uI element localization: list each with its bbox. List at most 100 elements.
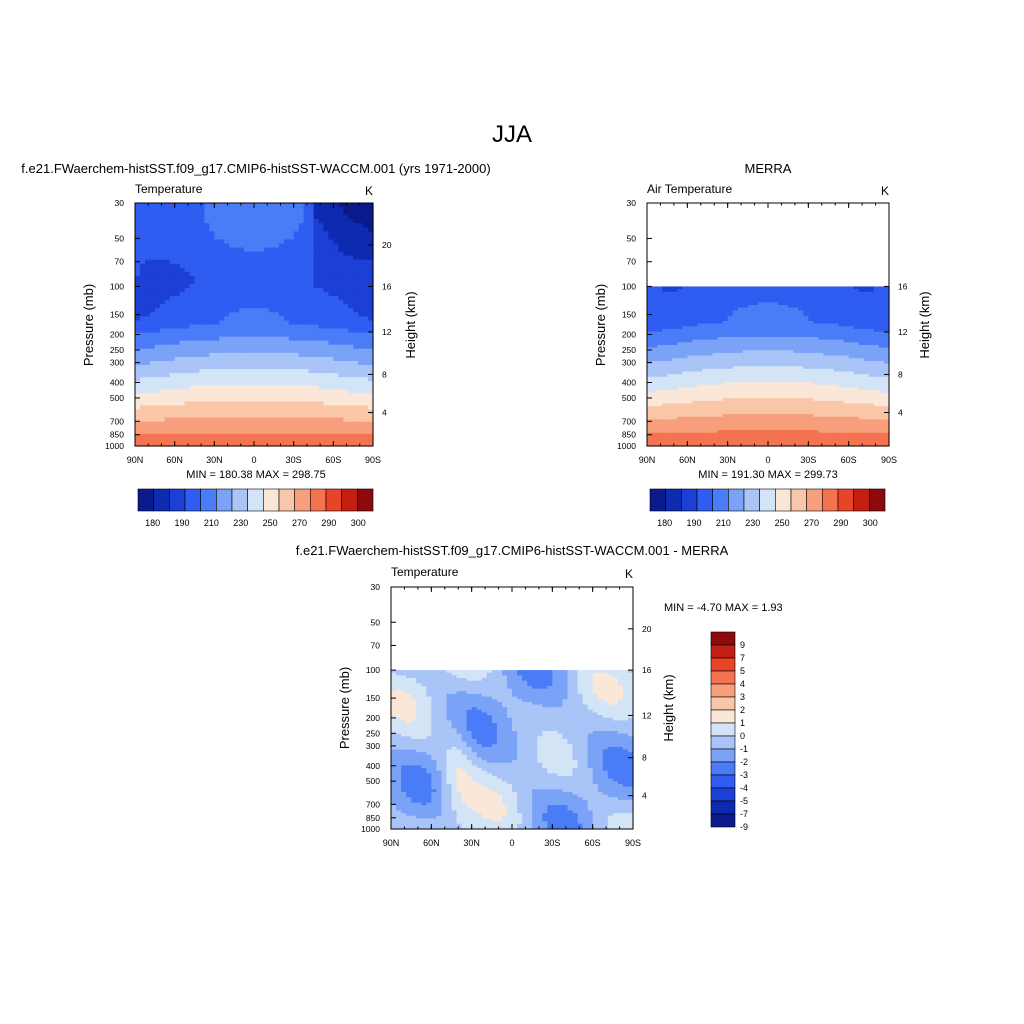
heatmap-cell xyxy=(293,300,300,305)
heatmap-cell xyxy=(139,300,146,305)
heatmap-cell xyxy=(702,371,709,375)
heatmap-cell xyxy=(323,389,329,394)
heatmap-cell xyxy=(808,291,814,296)
heatmap-cell xyxy=(283,227,290,232)
heatmap-cell xyxy=(179,247,186,253)
heatmap-cell xyxy=(234,300,240,305)
heatmap-cell xyxy=(144,235,151,241)
heatmap-cell xyxy=(848,371,855,375)
heatmap-cell xyxy=(209,421,215,427)
heatmap-cell xyxy=(214,203,220,208)
heatmap-cell xyxy=(853,294,860,298)
heatmap-cell xyxy=(863,390,870,394)
heatmap-cell xyxy=(358,316,364,322)
heatmap-cell xyxy=(273,369,280,374)
panel-title: f.e21.FWaerchem-histSST.f09_g17.CMIP6-hi… xyxy=(21,161,490,176)
heatmap-cell xyxy=(219,288,225,293)
heatmap-cell xyxy=(677,307,683,311)
heatmap-cell xyxy=(828,392,835,397)
heatmap-cell xyxy=(144,429,151,435)
heatmap-cell xyxy=(234,207,240,212)
heatmap-cell xyxy=(838,313,845,317)
heatmap-cell xyxy=(249,308,255,313)
heatmap-cell xyxy=(159,243,166,249)
heatmap-cell xyxy=(249,211,255,216)
heatmap-cell xyxy=(692,289,699,293)
heatmap-cell xyxy=(313,348,320,354)
heatmap-cell xyxy=(732,371,739,375)
heatmap-cell xyxy=(702,355,709,359)
heatmap-cell xyxy=(169,344,176,350)
heatmap-cell xyxy=(323,385,329,390)
heatmap-cell xyxy=(268,397,275,403)
heatmap-cell xyxy=(828,360,835,365)
heatmap-cell xyxy=(169,352,176,358)
heatmap-cell xyxy=(219,284,225,289)
heatmap-cell xyxy=(843,336,850,341)
heatmap-cell xyxy=(313,243,320,249)
heatmap-cell xyxy=(169,340,176,346)
heatmap-cell xyxy=(194,219,201,224)
heatmap-cell xyxy=(778,305,784,309)
heatmap-cell xyxy=(139,381,146,386)
heatmap-cell xyxy=(214,279,220,285)
heatmap-cell xyxy=(697,344,704,349)
heatmap-cell xyxy=(323,425,329,431)
heatmap-cell xyxy=(722,315,729,319)
heatmap-cell xyxy=(199,263,206,269)
heatmap-cell xyxy=(313,352,320,358)
heatmap-cell xyxy=(199,409,206,415)
heatmap-cell xyxy=(219,320,225,326)
heatmap-cell xyxy=(873,286,880,290)
heatmap-cell xyxy=(219,413,225,419)
heatmap-cell xyxy=(184,393,191,398)
heatmap-cell xyxy=(254,308,260,313)
heatmap-cell xyxy=(853,390,860,394)
heatmap-cell xyxy=(159,377,166,382)
heatmap-cell xyxy=(333,332,339,338)
heatmap-cell xyxy=(348,207,354,212)
heatmap-cell xyxy=(169,441,176,447)
heatmap-cell xyxy=(883,358,890,362)
heatmap-cell xyxy=(863,352,870,357)
heatmap-cell xyxy=(189,239,196,245)
heatmap-cell xyxy=(244,360,250,366)
heatmap-cell xyxy=(873,382,880,386)
heatmap-cell xyxy=(303,259,310,265)
heatmap-cell xyxy=(328,409,334,415)
heatmap-cell xyxy=(353,433,359,439)
heatmap-cell xyxy=(273,215,280,220)
heatmap-cell xyxy=(762,350,769,354)
heatmap-cell xyxy=(762,328,769,333)
heatmap-cell xyxy=(697,350,704,354)
heatmap-cell xyxy=(278,369,285,374)
heatmap-cell xyxy=(682,384,688,389)
heatmap-cell xyxy=(848,382,855,386)
heatmap-cell xyxy=(283,437,290,443)
heatmap-cell xyxy=(214,219,220,224)
heatmap-cell xyxy=(833,289,840,293)
heatmap-cell xyxy=(353,413,359,419)
heatmap-cell xyxy=(823,384,830,389)
heatmap-cell xyxy=(229,231,235,236)
heatmap-cell xyxy=(363,304,369,309)
heatmap-cell xyxy=(682,360,688,365)
heatmap-cell xyxy=(707,371,714,375)
heatmap-cell xyxy=(343,243,349,249)
heatmap-cell xyxy=(154,437,161,443)
heatmap-cell xyxy=(303,271,310,277)
heatmap-cell xyxy=(343,365,349,370)
heatmap-cell xyxy=(303,207,310,212)
heatmap-cell xyxy=(184,243,191,249)
heatmap-cell xyxy=(682,339,688,343)
heatmap-cell xyxy=(333,433,339,439)
heatmap-cell xyxy=(732,328,739,333)
heatmap-cell xyxy=(808,352,814,357)
heatmap-cell xyxy=(702,305,709,309)
heatmap-cell xyxy=(808,368,814,373)
heatmap-cell xyxy=(712,344,719,349)
heatmap-cell xyxy=(303,284,310,289)
heatmap-cell xyxy=(174,417,181,423)
heatmap-cell xyxy=(712,360,719,365)
heatmap-cell xyxy=(239,381,245,386)
